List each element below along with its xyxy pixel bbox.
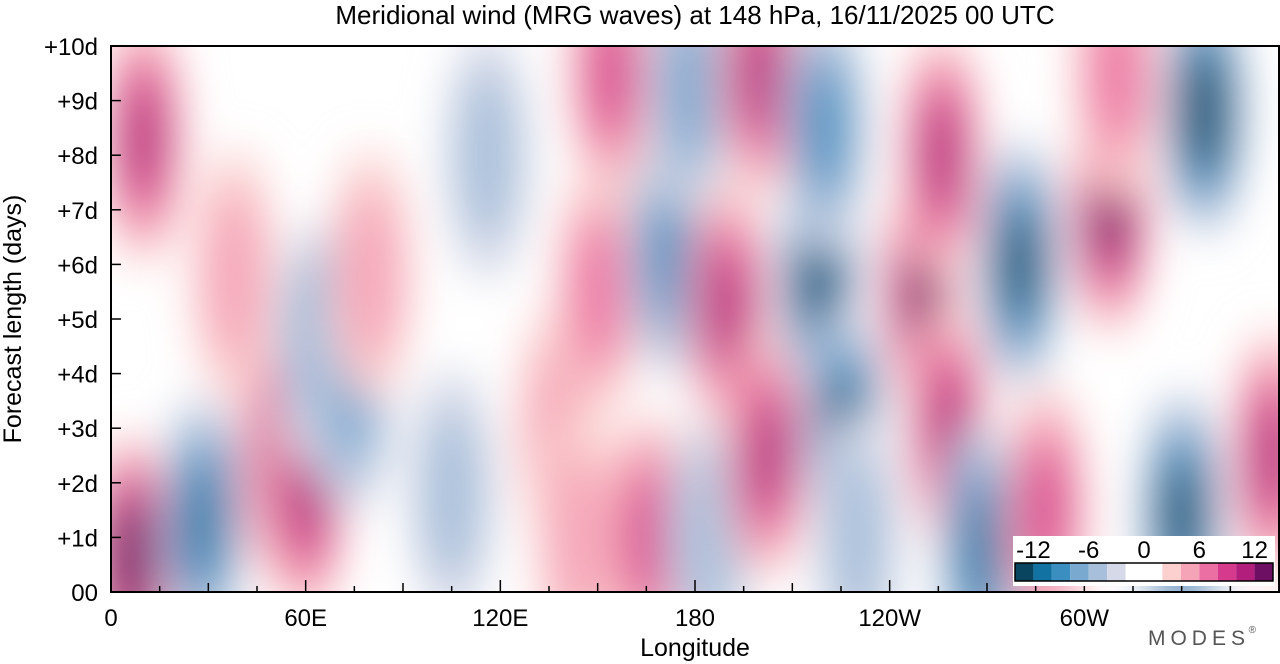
colorbar-frame <box>1014 562 1274 582</box>
y-tick-label: +1d <box>57 525 98 552</box>
anomaly-contour <box>627 478 666 592</box>
anomaly-20 <box>717 46 802 200</box>
colorbar-segment <box>1180 563 1200 581</box>
anomaly-9 <box>409 367 494 592</box>
wind-anomaly-field <box>111 46 1279 592</box>
y-tick-label: +8d <box>57 143 98 170</box>
colorbar-segment <box>1088 563 1108 581</box>
anomaly-contour <box>749 402 784 509</box>
y-tick-label: +10d <box>44 34 98 61</box>
colorbar-segment <box>1033 563 1052 581</box>
anomaly-10 <box>445 46 530 282</box>
anomaly-2 <box>159 395 244 592</box>
anomaly-36 <box>1230 329 1279 582</box>
anomaly-35 <box>1162 46 1247 238</box>
x-tick-label: 120E <box>472 605 528 632</box>
anomaly-14 <box>568 46 653 200</box>
y-tick-label: +4d <box>57 362 98 389</box>
x-tick-label: 0 <box>104 605 117 632</box>
anomaly-25 <box>815 411 900 592</box>
y-tick-label: +7d <box>57 198 98 225</box>
colorbar-segment <box>1236 563 1255 581</box>
colorbar-segment <box>1015 563 1034 581</box>
y-tick-label: +6d <box>57 252 98 279</box>
y-tick-label: +9d <box>57 89 98 116</box>
colorbar-segment <box>1107 563 1126 581</box>
anomaly-contour <box>184 467 220 575</box>
anomaly-34 <box>1139 389 1224 592</box>
anomaly-contour <box>1189 65 1220 158</box>
anomaly-0 <box>111 433 173 592</box>
anomaly-27 <box>899 46 984 282</box>
anomaly-8 <box>328 149 413 402</box>
anomaly-31 <box>1003 384 1088 592</box>
brand-registered-mark: ® <box>1249 625 1257 636</box>
anomaly-contour <box>924 101 959 209</box>
anomaly-23 <box>782 46 867 254</box>
colorbar-tick-label: -6 <box>1078 537 1099 564</box>
y-tick-label: +5d <box>57 307 98 334</box>
plot-area <box>111 46 1279 592</box>
anomaly-21 <box>724 329 809 582</box>
anomaly-contour <box>963 495 998 592</box>
colorbar-segment <box>1254 563 1273 581</box>
y-tick-label: +2d <box>57 471 98 498</box>
x-tick-label: 180 <box>675 605 715 632</box>
anomaly-contour <box>1255 402 1279 509</box>
chart-title: Meridional wind (MRG waves) at 148 hPa, … <box>335 0 1054 30</box>
anomaly-17 <box>646 46 731 216</box>
colorbar-tick-label: 0 <box>1137 537 1150 564</box>
anomaly-contour <box>710 254 745 362</box>
anomaly-contour <box>591 46 630 133</box>
anomaly-13 <box>555 165 640 418</box>
x-tick-label: 60E <box>284 605 327 632</box>
anomaly-contour <box>1094 46 1140 143</box>
anomaly-contour <box>1003 215 1036 314</box>
y-tick-label: 00 <box>71 580 98 607</box>
y-axis: 00 +1d +2d +3d +4d +5d +6d +7d +8d +9d +10d <box>44 34 121 607</box>
anomaly-contour <box>828 451 886 592</box>
colorbar-segment <box>1217 563 1237 581</box>
colorbar-segment <box>1125 563 1163 581</box>
x-tick-label: 120W <box>858 605 921 632</box>
anomaly-12 <box>536 411 621 592</box>
colorbar-tick-label: 6 <box>1193 537 1206 564</box>
colorbar-tick-label: -12 <box>1016 537 1051 564</box>
x-axis-label: Longitude <box>640 634 750 662</box>
y-tick-label: +3d <box>57 416 98 443</box>
y-axis-label: Forecast length (days) <box>0 195 27 444</box>
anomaly-contour <box>342 189 399 362</box>
brand-logo: MODES <box>1148 627 1250 650</box>
anomaly-29 <box>938 422 1023 592</box>
colorbar-legend: -12 -6 0 6 12 <box>1013 536 1275 586</box>
anomaly-30 <box>977 138 1062 391</box>
anomaly-contour <box>126 85 161 193</box>
anomaly-contour <box>665 46 712 159</box>
anomaly-33 <box>1074 46 1159 200</box>
anomaly-contour <box>549 451 607 592</box>
anomaly-contour <box>115 513 146 592</box>
colorbar-segment <box>1162 563 1181 581</box>
anomaly-contour <box>458 69 516 242</box>
colorbar-segment <box>1051 563 1071 581</box>
anomaly-contour <box>423 407 481 580</box>
colorbar-segment <box>1199 563 1218 581</box>
colorbar-tick-label: 12 <box>1241 537 1268 564</box>
colorbar-segment <box>1070 563 1089 581</box>
anomaly-contour <box>649 194 689 313</box>
anomaly-1 <box>111 46 186 265</box>
anomaly-contour <box>742 46 778 127</box>
x-axis: 0 60E 120E 180 120W 60W <box>104 580 1232 632</box>
anomaly-contour <box>575 222 621 361</box>
anomaly-3 <box>192 149 277 402</box>
anomaly-contour <box>205 189 263 362</box>
x-tick-label: 60W <box>1060 605 1110 632</box>
anomaly-contour <box>679 451 737 592</box>
anomaly-contour <box>805 68 845 188</box>
